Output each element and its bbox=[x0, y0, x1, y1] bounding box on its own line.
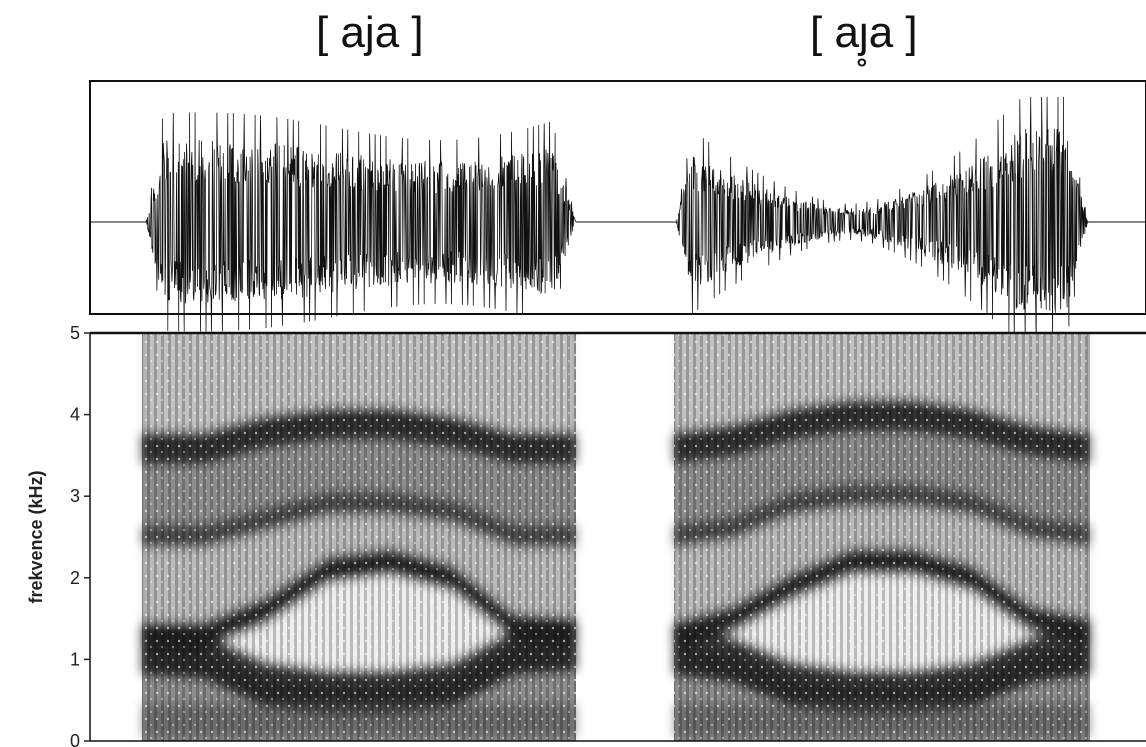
y-axis-label: frekvence (kHz) bbox=[26, 470, 46, 603]
panel-title-right: [ aȷ̥a ] bbox=[810, 8, 918, 57]
waveform-group bbox=[90, 96, 1146, 348]
panel-title-left: [ aja ] bbox=[316, 8, 424, 57]
spectrogram-panel bbox=[674, 333, 1090, 741]
y-tick-label: 1 bbox=[70, 649, 80, 669]
spectrogram-speckle bbox=[142, 333, 576, 741]
y-axis-ticks: 0 1 2 3 4 5 bbox=[70, 323, 90, 747]
y-tick-label: 0 bbox=[70, 731, 80, 747]
waveform-trace bbox=[675, 96, 1089, 348]
y-tick-label: 3 bbox=[70, 486, 80, 506]
y-tick-label: 5 bbox=[70, 323, 80, 343]
waveform-trace bbox=[145, 112, 577, 332]
spectrogram-group bbox=[142, 333, 1090, 741]
spectrogram-speckle bbox=[674, 333, 1090, 741]
y-tick-label: 4 bbox=[70, 405, 80, 425]
y-tick-label: 2 bbox=[70, 568, 80, 588]
spectrogram-panel bbox=[142, 333, 576, 741]
